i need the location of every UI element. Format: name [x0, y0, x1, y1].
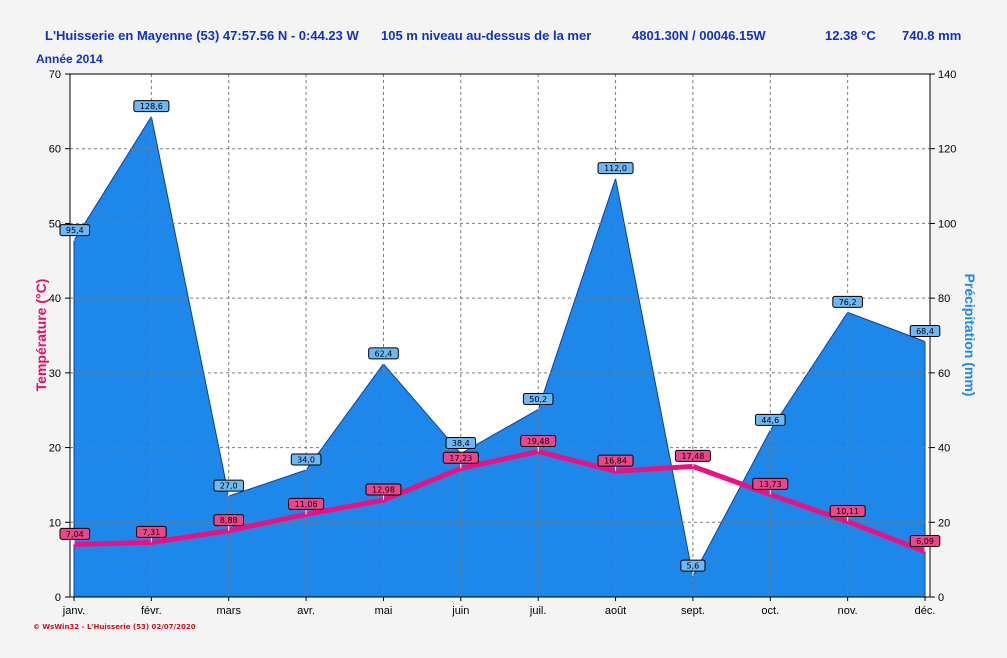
precipitation-data-label: 95,4	[66, 226, 84, 235]
mean-temperature: 12.38 °C	[825, 28, 876, 43]
precipitation-data-label-box	[522, 392, 554, 405]
precipitation-data-label: 76,2	[839, 298, 857, 307]
temperature-data-label: 8,88	[220, 516, 238, 525]
precipitation-data-label: 5,6	[687, 562, 700, 571]
temperature-data-label: 17,23	[449, 454, 472, 463]
station-title: L'Huisserie en Mayenne (53) 47:57.56 N -…	[45, 28, 359, 43]
temperature-data-label-box	[288, 497, 325, 510]
right-axis-tick-label: 80	[938, 293, 950, 305]
temperature-data-label: 12,98	[372, 486, 395, 495]
precipitation-data-label-box	[754, 413, 786, 426]
x-axis-tick-label: janv.	[62, 605, 85, 617]
precipitation-data-label-box	[597, 162, 634, 175]
coordinates-label: 4801.30N / 00046.15W	[632, 28, 766, 43]
temperature-data-label: 10,11	[836, 507, 859, 516]
right-axis-title: Précipitation (mm)	[962, 274, 978, 397]
x-axis-tick-label: mars	[217, 605, 242, 617]
precipitation-data-label-box	[213, 479, 245, 492]
total-precipitation: 740.8 mm	[902, 28, 962, 43]
precipitation-data-label: 128,6	[140, 102, 163, 111]
precipitation-data-label-box	[445, 437, 477, 450]
precipitation-data-label-box	[133, 100, 170, 113]
right-axis-tick-label: 100	[938, 218, 956, 230]
temperature-data-label: 6,09	[916, 537, 934, 546]
precipitation-data-label-box	[832, 295, 863, 308]
temperature-data-label: 7,04	[66, 530, 84, 539]
right-axis-tick-label: 120	[938, 144, 956, 156]
right-axis-tick-label: 40	[938, 443, 950, 455]
precipitation-data-label: 62,4	[375, 349, 393, 358]
left-axis-tick-label: 20	[49, 443, 61, 455]
temperature-data-label-box	[520, 434, 557, 447]
x-axis-tick-label: juil.	[529, 605, 547, 617]
altitude-label: 105 m niveau au-dessus de la mer	[381, 28, 592, 43]
left-axis-tick-label: 40	[49, 293, 61, 305]
precipitation-data-label-box	[909, 324, 941, 337]
x-axis-tick-label: oct.	[761, 605, 779, 617]
x-axis-tick-label: juin	[451, 605, 469, 617]
left-axis-tick-label: 60	[49, 144, 61, 156]
precipitation-data-label: 38,4	[452, 439, 470, 448]
year-label: Année 2014	[36, 52, 103, 66]
footer-credit: © WsWin32 - L'Huisserie (53) 02/07/2020	[33, 623, 196, 631]
temperature-data-label: 19,48	[527, 437, 550, 446]
precipitation-data-label: 68,4	[916, 327, 934, 336]
temperature-data-label-box	[136, 525, 167, 538]
precipitation-data-label-box	[368, 347, 399, 360]
temperature-data-label-box	[59, 527, 91, 540]
temperature-line	[73, 448, 926, 554]
precipitation-data-label-box	[680, 559, 706, 572]
temperature-data-label-box	[213, 514, 245, 527]
left-axis-tick-label: 10	[49, 517, 61, 529]
right-axis-tick-label: 20	[938, 517, 950, 529]
left-axis-tick-label: 30	[49, 368, 61, 380]
precipitation-data-label: 44,6	[761, 416, 779, 425]
x-axis-tick-label: mai	[375, 605, 393, 617]
left-axis-tick-label: 0	[55, 592, 61, 604]
temperature-data-label-box	[752, 477, 789, 490]
temperature-data-label: 16,84	[604, 457, 627, 466]
precipitation-data-label: 27,0	[220, 482, 238, 491]
temperature-data-label: 7,31	[142, 528, 160, 537]
precipitation-data-label: 112,0	[604, 164, 627, 173]
precipitation-data-label-box	[290, 453, 322, 466]
temperature-data-label-box	[442, 451, 479, 464]
temperature-data-label-box	[909, 534, 941, 547]
temperature-data-label: 11,06	[295, 500, 318, 509]
right-axis-tick-label: 140	[938, 69, 956, 81]
x-axis-tick-label: août	[605, 605, 626, 617]
precipitation-data-label: 50,2	[529, 395, 547, 404]
x-axis-tick-label: déc.	[915, 605, 936, 617]
precipitation-data-label: 34,0	[297, 455, 315, 464]
temperature-data-label-box	[597, 454, 634, 467]
temperature-data-label-box	[674, 449, 711, 462]
temperature-data-label: 17,48	[681, 452, 704, 461]
left-axis-tick-label: 50	[49, 218, 61, 230]
left-axis-tick-label: 70	[49, 69, 61, 81]
left-axis-title: Température (°C)	[33, 279, 49, 392]
temperature-data-label: 13,73	[759, 480, 782, 489]
x-axis-tick-label: sept.	[681, 605, 705, 617]
right-axis-tick-label: 60	[938, 368, 950, 380]
temperature-data-label-box	[829, 504, 866, 517]
right-axis-tick-label: 0	[938, 592, 944, 604]
x-axis-tick-label: avr.	[297, 605, 315, 617]
precipitation-data-label-box	[59, 224, 91, 237]
x-axis-tick-label: nov.	[838, 605, 858, 617]
x-axis-tick-label: févr.	[141, 605, 162, 617]
temperature-data-label-box	[365, 483, 402, 496]
